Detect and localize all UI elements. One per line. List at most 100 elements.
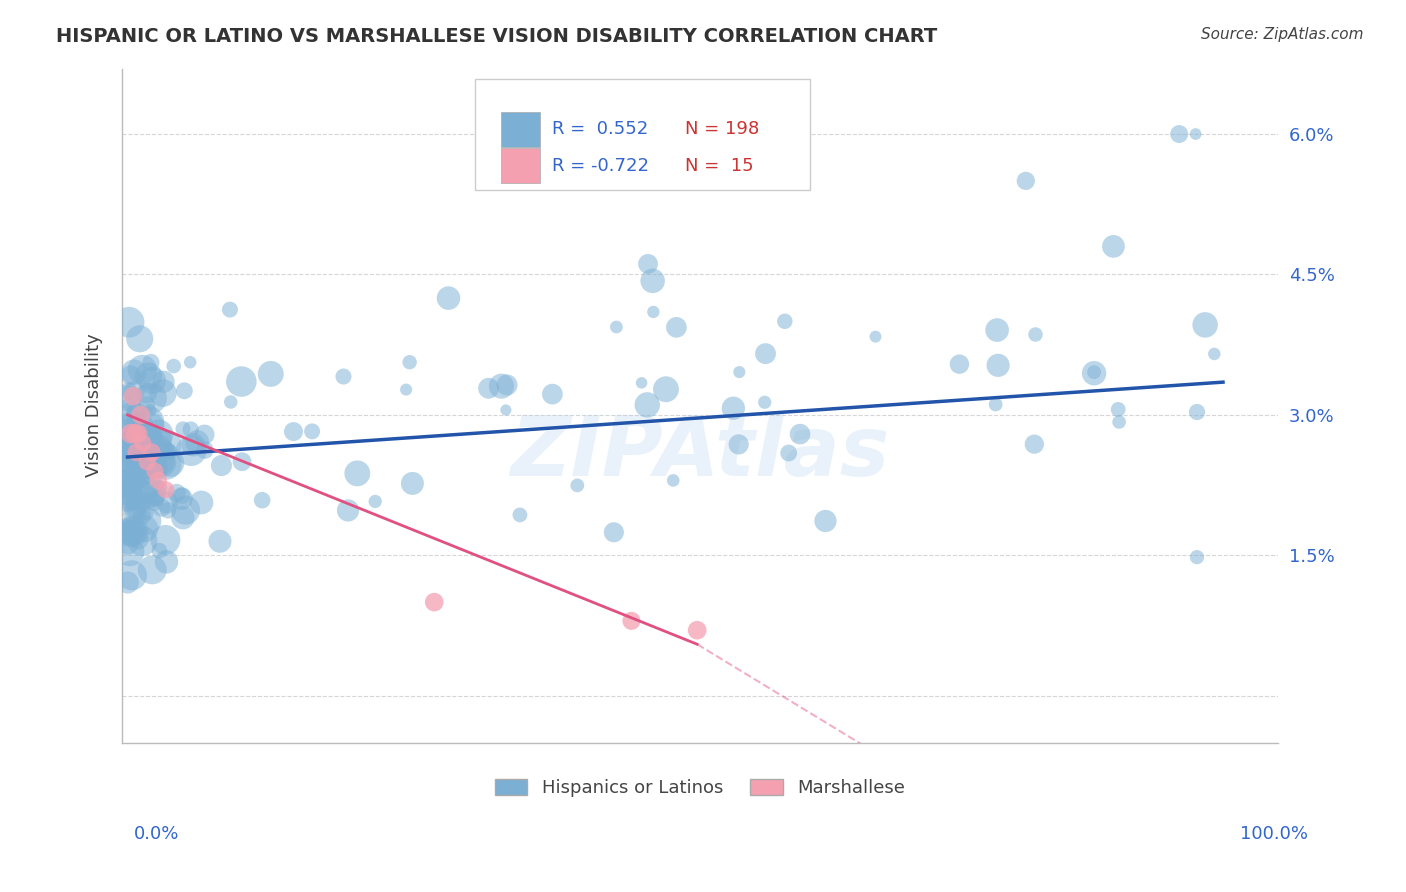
Point <box>301 425 323 439</box>
Point <box>135 506 157 520</box>
Point <box>155 483 177 497</box>
Point <box>605 320 627 334</box>
Point <box>118 524 141 539</box>
Point <box>143 462 166 476</box>
Point <box>118 487 141 501</box>
Y-axis label: Vision Disability: Vision Disability <box>86 334 103 477</box>
Point <box>179 355 201 369</box>
Point <box>121 408 143 422</box>
Point <box>478 381 501 395</box>
Point <box>180 443 202 458</box>
Point <box>155 533 177 547</box>
Point <box>127 409 149 424</box>
Point <box>986 323 1008 337</box>
Text: N =  15: N = 15 <box>685 156 754 175</box>
Text: 0.0%: 0.0% <box>134 825 179 843</box>
Point <box>641 274 664 288</box>
Point <box>1024 437 1046 451</box>
Point <box>143 432 166 446</box>
Point <box>128 418 150 433</box>
Point <box>1204 347 1226 361</box>
Point <box>180 423 202 437</box>
Point <box>138 415 160 429</box>
Point <box>131 489 153 503</box>
Point <box>132 447 155 461</box>
Point <box>134 457 156 471</box>
Point <box>117 537 139 551</box>
Point <box>122 384 145 399</box>
Point <box>337 503 360 517</box>
Point <box>138 369 160 384</box>
Point <box>134 421 156 435</box>
Point <box>260 367 283 381</box>
Point <box>727 437 749 451</box>
Point <box>865 329 887 343</box>
Point <box>146 461 169 475</box>
Point <box>135 386 157 401</box>
Point <box>145 491 167 506</box>
Point <box>643 305 665 319</box>
Point <box>127 426 149 441</box>
Point <box>948 357 970 371</box>
Point <box>117 475 139 489</box>
Point <box>141 391 163 405</box>
Text: ZIPAtlas: ZIPAtlas <box>510 412 890 493</box>
Point <box>152 375 174 389</box>
Point <box>163 359 186 373</box>
Point <box>124 507 146 521</box>
Point <box>150 455 173 469</box>
Point <box>122 524 145 539</box>
FancyBboxPatch shape <box>501 112 540 147</box>
Point <box>620 614 643 628</box>
Text: 100.0%: 100.0% <box>1240 825 1308 843</box>
Point <box>156 458 179 472</box>
Point <box>131 362 153 376</box>
Point <box>1184 127 1206 141</box>
Point <box>139 494 162 508</box>
Point <box>125 482 148 496</box>
Point <box>128 467 150 481</box>
Text: R =  0.552: R = 0.552 <box>553 120 648 138</box>
Point <box>141 418 163 433</box>
Point <box>190 495 212 509</box>
Point <box>128 419 150 434</box>
Point <box>129 453 152 467</box>
Point <box>148 543 170 558</box>
Point <box>139 434 162 448</box>
Point <box>496 378 519 392</box>
Point <box>1102 239 1125 253</box>
Point <box>219 395 242 409</box>
Point <box>665 320 688 334</box>
Point <box>139 355 162 369</box>
Point <box>686 624 709 638</box>
Point <box>152 386 174 401</box>
Point <box>117 392 139 406</box>
Point <box>155 555 177 569</box>
Point <box>121 404 143 418</box>
Point <box>156 495 179 509</box>
Point <box>423 595 446 609</box>
Point <box>141 442 163 456</box>
Point <box>364 494 387 508</box>
Point <box>174 503 197 517</box>
Point <box>814 514 837 528</box>
Point <box>139 478 162 492</box>
Point <box>127 407 149 421</box>
Point <box>170 491 193 506</box>
Point <box>156 437 179 451</box>
Point <box>118 315 141 329</box>
Point <box>173 384 195 398</box>
Point <box>491 379 513 393</box>
Point <box>401 476 423 491</box>
Point <box>139 403 162 417</box>
Point <box>332 369 354 384</box>
Point <box>723 401 745 416</box>
Point <box>148 427 170 442</box>
Point <box>728 365 751 379</box>
Point <box>134 522 156 536</box>
Point <box>157 503 180 517</box>
Point <box>117 414 139 428</box>
Point <box>124 426 146 441</box>
Point <box>1194 318 1216 332</box>
Text: HISPANIC OR LATINO VS MARSHALLESE VISION DISABILITY CORRELATION CHART: HISPANIC OR LATINO VS MARSHALLESE VISION… <box>56 27 938 45</box>
